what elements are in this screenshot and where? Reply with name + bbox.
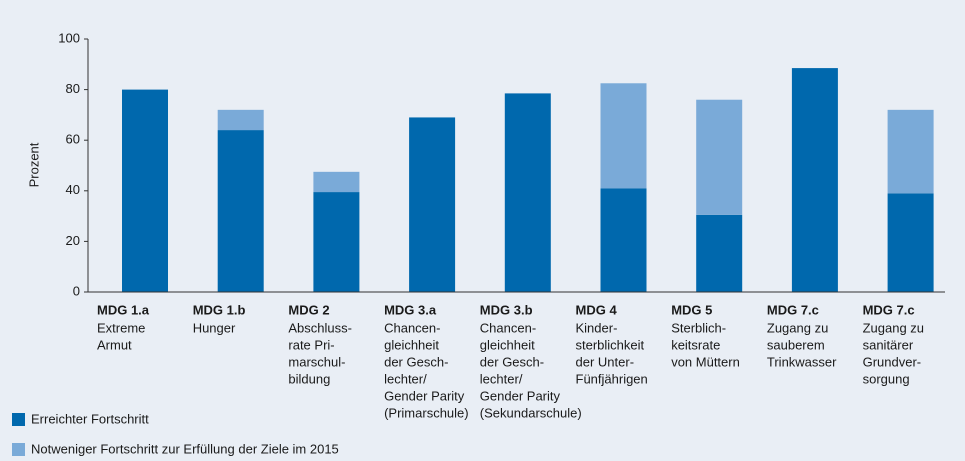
x-tick-description: keitsrate [671, 337, 720, 352]
x-tick-description: bildung [288, 371, 330, 386]
x-tick-description: Chancen- [384, 320, 440, 335]
x-tick-description: Fünfjährigen [576, 371, 648, 386]
x-tick-description: Hunger [193, 320, 236, 335]
bar-segment [313, 192, 360, 292]
bar-segment [313, 171, 360, 193]
x-tick-description: von Müttern [671, 354, 740, 369]
x-tick-description: sorgung [863, 371, 910, 386]
x-tick-description: sanitärer [863, 337, 914, 352]
x-tick-description: (Primarschule) [384, 405, 469, 420]
x-tick-description: sauberem [767, 337, 825, 352]
x-tick-label: MDG 1.b [193, 302, 246, 317]
x-tick-description: Extreme [97, 320, 145, 335]
x-tick-description: rate Pri- [288, 337, 334, 352]
x-tick-label: MDG 1.a [97, 302, 150, 317]
bar-segment [600, 83, 647, 189]
x-tick-description: der Unter- [576, 354, 635, 369]
x-tick-description: Armut [97, 337, 132, 352]
y-axis-label: Prozent [26, 142, 41, 187]
legend-label: Erreichter Fortschritt [31, 411, 149, 426]
bar-segment [217, 109, 264, 131]
x-tick-description: Sterblich- [671, 320, 726, 335]
x-tick-description: lechter/ [480, 371, 523, 386]
x-tick-label: MDG 3.b [480, 302, 533, 317]
x-tick-description: Gender Parity [384, 388, 465, 403]
x-tick-description: Kinder- [576, 320, 618, 335]
y-tick-label: 100 [58, 30, 80, 45]
x-tick-description: gleichheit [480, 337, 535, 352]
x-tick-label: MDG 4 [576, 302, 618, 317]
bar-segment [791, 68, 838, 292]
bar-segment [409, 117, 456, 293]
x-tick-description: gleichheit [384, 337, 439, 352]
y-tick-label: 60 [66, 132, 80, 147]
x-tick-description: der Gesch- [480, 354, 544, 369]
y-tick-label: 0 [73, 283, 80, 298]
x-tick-description: Trinkwasser [767, 354, 837, 369]
bar-segment [887, 193, 934, 292]
x-tick-description: der Gesch- [384, 354, 448, 369]
x-tick-description: lechter/ [384, 371, 427, 386]
x-tick-description: Zugang zu [863, 320, 924, 335]
x-tick-label: MDG 5 [671, 302, 712, 317]
bar-segment [122, 89, 168, 292]
y-tick-label: 80 [66, 81, 80, 96]
legend-label: Notweniger Fortschritt zur Erfüllung der… [31, 441, 339, 456]
x-tick-label: MDG 3.a [384, 302, 437, 317]
x-tick-description: Abschluss- [288, 320, 352, 335]
bar-segment [504, 93, 551, 293]
bar-segment [696, 214, 743, 292]
y-tick-label: 20 [66, 233, 80, 248]
x-tick-description: Grundver- [863, 354, 922, 369]
legend-swatch [12, 443, 25, 456]
bar-segment [696, 99, 743, 215]
bar-segment [887, 109, 934, 194]
legend-swatch [12, 413, 25, 426]
y-tick-label: 40 [66, 182, 80, 197]
x-tick-description: sterblichkeit [576, 337, 645, 352]
x-tick-label: MDG 7.c [767, 302, 819, 317]
x-tick-label: MDG 2 [288, 302, 329, 317]
bar-segment [217, 130, 264, 292]
x-tick-label: MDG 7.c [863, 302, 915, 317]
x-tick-description: Chancen- [480, 320, 536, 335]
bar-segment [600, 188, 647, 292]
x-tick-description: Zugang zu [767, 320, 828, 335]
x-tick-description: Gender Parity [480, 388, 561, 403]
x-tick-description: marschul- [288, 354, 345, 369]
x-tick-description: (Sekundarschule) [480, 405, 582, 420]
